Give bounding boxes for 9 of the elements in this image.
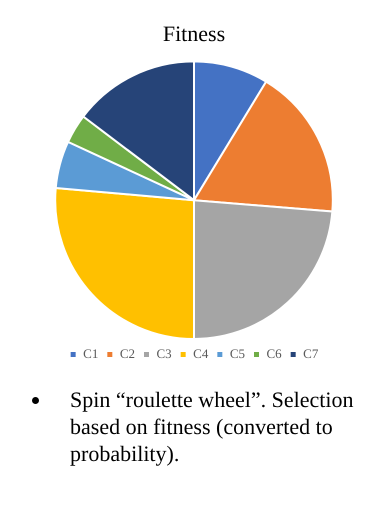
legend-label: C4 xyxy=(193,346,209,361)
legend-label: C3 xyxy=(156,346,172,361)
legend-label: C5 xyxy=(230,346,246,361)
legend-label: C7 xyxy=(303,346,319,361)
text: Spin “roulette wheel”. Selection based on fitness (converted to probability). xyxy=(70,387,354,466)
legend-label: C6 xyxy=(266,346,282,361)
legend-label: C2 xyxy=(120,346,135,361)
chart-title: Fitness xyxy=(162,20,226,46)
legend-label: C1 xyxy=(83,346,98,361)
